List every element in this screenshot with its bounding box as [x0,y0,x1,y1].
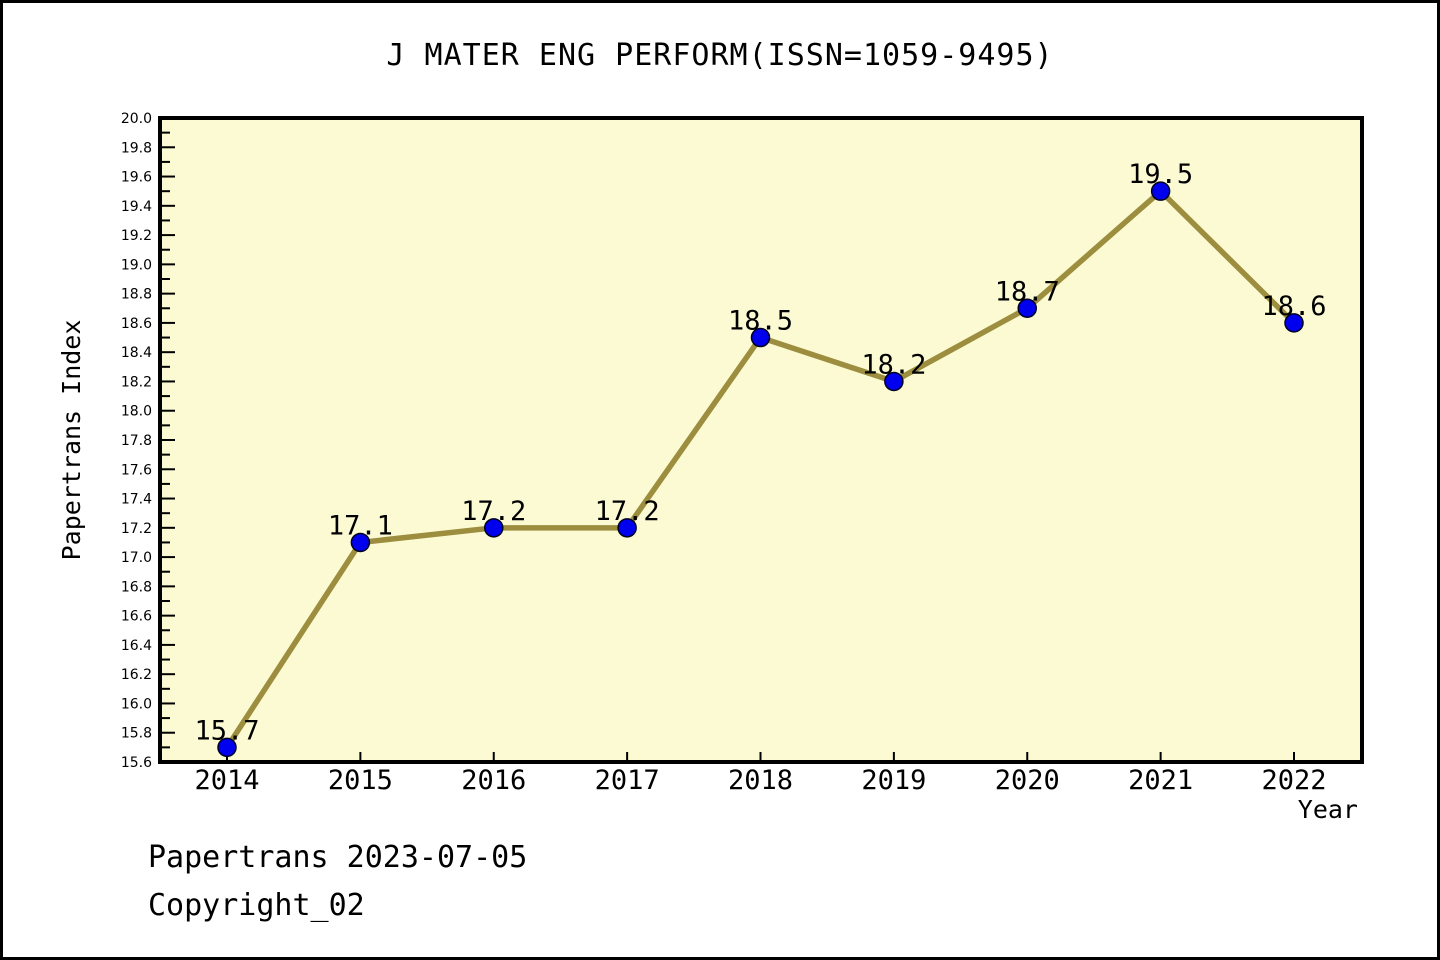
data-point [617,518,637,538]
data-point [1017,298,1037,319]
y-tick-label: 16.6 [121,609,152,625]
y-tick-label: 19.0 [121,257,152,273]
data-point-label: 19.5 [1128,159,1193,190]
x-tick-label: 2019 [861,765,926,796]
data-point-label: 18.2 [861,349,926,380]
y-tick-label: 16.4 [121,638,152,654]
y-tick-label: 18.8 [121,287,152,303]
data-point [750,327,771,348]
y-tick-label: 18.2 [121,374,152,390]
y-tick-label: 15.6 [121,755,152,771]
y-tick-label: 16.0 [121,696,152,712]
x-tick-label: 2017 [595,765,660,796]
x-tick-label: 2015 [328,765,393,796]
x-tick-label: 2016 [461,765,526,796]
x-tick-label: 2020 [995,765,1060,796]
data-point-label: 18.5 [728,306,793,337]
y-tick-label: 19.2 [121,228,152,244]
data-point-label: 17.2 [595,496,660,527]
y-tick-label: 16.2 [121,667,152,683]
y-tick-label: 17.8 [121,433,152,449]
data-point [484,518,504,538]
x-tick-label: 2018 [728,765,793,796]
chart-generated-layer: 15.6 15.8 16.0 16.2 16.4 16.6 16.8 17.0 17.2 17.4… [121,111,1364,796]
footer-copyright: Copyright_02 [148,888,365,923]
data-point [1284,313,1304,333]
chart-title: J MATER ENG PERFORM(ISSN=1059-9495) [386,38,1054,73]
y-tick-label: 19.4 [121,199,152,215]
y-tick-label: 17.0 [121,550,152,566]
x-axis-label: Year [1298,795,1358,824]
y-axis-label: Papertrans Index [57,320,86,561]
y-tick-label: 17.2 [121,521,152,537]
x-tick-label: 2014 [194,765,259,796]
y-tick-label: 17.4 [121,492,152,508]
x-tick-label: 2022 [1261,765,1326,796]
data-point [884,371,904,392]
data-point [217,737,237,758]
footer-source-date: Papertrans 2023-07-05 [148,840,528,875]
y-tick-label: 18.4 [121,345,152,361]
y-tick-label: 18.6 [121,316,152,332]
data-point [350,532,371,553]
y-tick-label: 16.8 [121,579,152,595]
data-point-label: 15.7 [194,715,259,746]
data-point-label: 18.7 [995,276,1060,307]
plot-area [158,116,1364,764]
data-point [1150,181,1171,201]
y-tick-label: 19.8 [121,140,152,156]
y-tick-label: 19.6 [121,170,152,186]
y-tick-label: 18.0 [121,404,152,420]
y-tick-label: 20.0 [121,111,152,127]
data-point-label: 17.1 [328,510,393,541]
x-tick-label: 2021 [1128,765,1193,796]
y-tick-label: 17.6 [121,462,152,478]
data-point-label: 18.6 [1261,291,1326,322]
data-point-label: 17.2 [461,496,526,527]
y-tick-label: 15.8 [121,726,152,742]
